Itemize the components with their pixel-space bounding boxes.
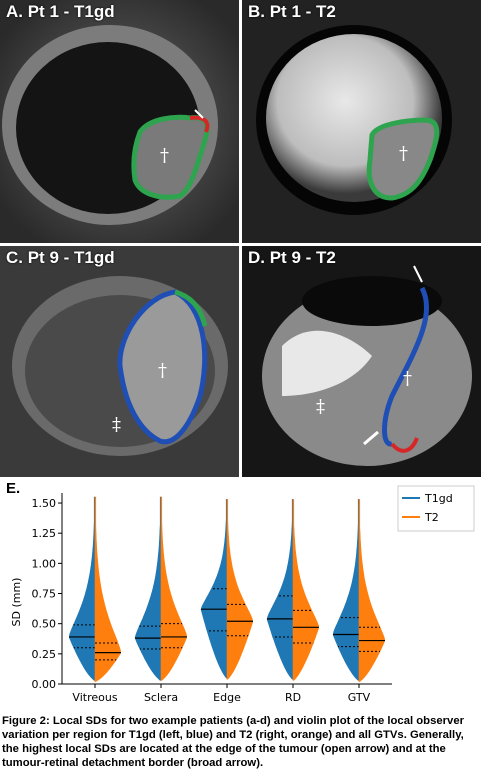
- mri-panel-c: C. Pt 9 - T1gd † ‡: [0, 246, 239, 477]
- mri-image-a: [0, 0, 239, 243]
- legend-label-t2: T2: [424, 511, 439, 524]
- mri-image-d: [242, 246, 481, 477]
- violin-t1gd-vitreous: [68, 496, 96, 681]
- panel-label-a: A. Pt 1 - T1gd: [6, 2, 115, 21]
- figure-label-e: E.: [6, 480, 21, 497]
- figure-caption: Figure 2: Local SDs for two example pati…: [2, 715, 464, 769]
- violin-t2-gtv: [358, 499, 386, 682]
- double-dagger-mark-c: ‡: [112, 414, 121, 435]
- y-tick-label: 0.00: [32, 678, 57, 691]
- violin-t2-vitreous: [94, 496, 121, 682]
- x-tick-label: Edge: [213, 691, 241, 704]
- violin-t1gd-sclera: [134, 496, 162, 681]
- y-axis: 0.00 0.25 0.50 0.75 1.00 1.25 1.50: [32, 493, 63, 691]
- mri-image-b: [242, 0, 481, 243]
- x-tick-label: Sclera: [144, 691, 178, 704]
- y-tick-label: 0.75: [32, 588, 57, 601]
- mri-panel-d: D. Pt 9 - T2 † ‡: [242, 246, 481, 477]
- mri-image-c: [0, 246, 239, 477]
- panel-label-b: B. Pt 1 - T2: [248, 2, 336, 21]
- y-tick-label: 1.00: [32, 557, 57, 570]
- y-tick-label: 0.50: [32, 618, 57, 631]
- dagger-mark-a: †: [160, 145, 169, 166]
- legend: T1gd T2: [397, 485, 475, 532]
- dagger-mark-d: †: [403, 368, 412, 389]
- y-tick-label: 0.25: [32, 648, 57, 661]
- dagger-mark-c: †: [158, 360, 167, 381]
- double-dagger-mark-d: ‡: [316, 396, 325, 417]
- mri-panel-a: A. Pt 1 - T1gd †: [0, 0, 239, 243]
- x-tick-label: GTV: [348, 691, 371, 704]
- x-axis: Vitreous Sclera Edge RD GTV: [62, 683, 392, 704]
- panel-label-d: D. Pt 9 - T2: [248, 248, 336, 267]
- y-tick-label: 1.25: [32, 527, 57, 540]
- violins: [68, 496, 386, 682]
- x-tick-label: Vitreous: [72, 691, 117, 704]
- violin-t1gd-gtv: [332, 499, 360, 681]
- violin-t2-edge: [226, 499, 254, 680]
- violin-plot: 0.00 0.25 0.50 0.75 1.00 1.25 1.50 Vitreous Scl…: [10, 485, 475, 704]
- y-axis-label: SD (mm): [10, 578, 23, 627]
- y-tick-label: 1.50: [32, 497, 57, 510]
- legend-label-t1gd: T1gd: [424, 492, 453, 505]
- violin-t2-rd: [292, 499, 320, 681]
- violin-t2-sclera: [160, 496, 188, 681]
- violin-t1gd-rd: [266, 499, 294, 680]
- mri-panel-b: B. Pt 1 - T2 †: [242, 0, 481, 243]
- dagger-mark-b: †: [399, 143, 408, 164]
- x-tick-label: RD: [285, 691, 301, 704]
- panel-label-c: C. Pt 9 - T1gd: [6, 248, 115, 267]
